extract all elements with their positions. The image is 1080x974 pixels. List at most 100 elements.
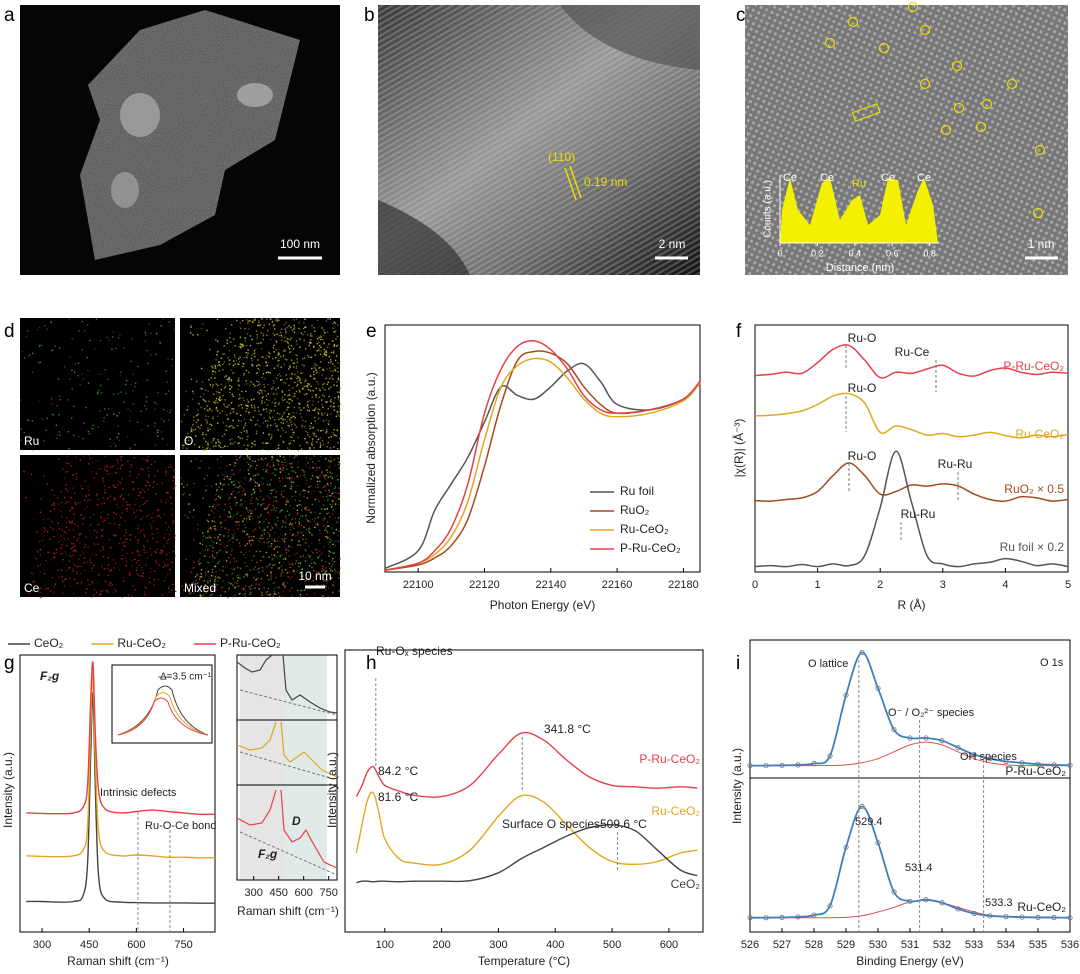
- eds-dot: [173, 470, 176, 473]
- eds-dot: [145, 400, 148, 403]
- eds-dot: [143, 591, 145, 593]
- eds-dot: [223, 476, 226, 478]
- eds-dot: [216, 402, 219, 404]
- eds-dot: [287, 549, 290, 552]
- eds-dot: [203, 586, 205, 589]
- eds-dot: [67, 431, 70, 433]
- eds-dot: [50, 349, 53, 352]
- eds-dot: [51, 577, 53, 579]
- eds-dot: [290, 421, 292, 423]
- eds-dot: [231, 548, 233, 550]
- eds-dot: [246, 333, 248, 335]
- eds-dot: [294, 455, 297, 457]
- eds-dot: [109, 522, 111, 524]
- eds-dot: [150, 332, 152, 335]
- eds-dot: [57, 503, 60, 505]
- eds-dot: [312, 552, 314, 554]
- eds-dot: [227, 378, 230, 380]
- eds-dot: [326, 525, 329, 527]
- eds-dot: [193, 509, 195, 511]
- eds-dot: [318, 460, 320, 462]
- eds-dot: [273, 563, 276, 566]
- eds-dot: [258, 588, 260, 590]
- eds-dot: [78, 534, 80, 536]
- eds-dot: [253, 555, 255, 557]
- eds-dot: [327, 346, 329, 348]
- eds-dot: [167, 585, 170, 587]
- eds-dot: [309, 448, 311, 450]
- eds-dot: [224, 591, 227, 593]
- eds-dot: [231, 481, 234, 484]
- plot-frame: [754, 324, 1069, 573]
- eds-dot: [143, 535, 146, 537]
- eds-dot: [318, 467, 321, 469]
- eds-dot: [248, 542, 251, 544]
- eds-dot: [87, 370, 89, 372]
- eds-dot: [233, 354, 236, 356]
- eds-dot: [284, 348, 286, 351]
- eds-dot: [151, 528, 153, 530]
- eds-dot: [167, 491, 169, 494]
- eds-dot: [297, 466, 299, 468]
- eds-dot: [74, 549, 76, 551]
- eds-dot: [314, 517, 316, 520]
- eds-dot: [287, 561, 290, 563]
- eds-dot: [229, 506, 231, 508]
- eds-dot: [250, 357, 253, 360]
- eds-dot: [79, 542, 81, 544]
- eds-dot: [260, 413, 262, 416]
- eds-dot: [193, 482, 195, 485]
- eds-dot: [299, 412, 301, 415]
- eds-dot: [209, 580, 211, 582]
- eds-dot: [293, 366, 295, 368]
- eds-dot: [234, 587, 236, 589]
- eds-dot: [253, 398, 255, 400]
- eds-dot: [311, 404, 314, 406]
- eds-dot: [315, 435, 317, 437]
- eds-dot: [212, 417, 214, 420]
- eds-dot: [198, 446, 200, 448]
- eds-dot: [69, 554, 71, 557]
- x-tick-label: 526: [741, 939, 759, 951]
- eds-dot: [290, 359, 293, 361]
- eds-dot: [202, 449, 204, 451]
- eds-dot: [239, 577, 241, 579]
- eds-dot: [242, 365, 244, 368]
- eds-dot: [324, 351, 327, 353]
- eds-dot: [103, 417, 105, 419]
- eds-dot: [328, 461, 330, 463]
- eds-dot: [308, 545, 310, 547]
- eds-dot: [292, 564, 294, 566]
- eds-dot: [217, 391, 219, 394]
- eds-dot: [128, 534, 131, 536]
- eds-dot: [116, 415, 119, 417]
- eds-dot: [163, 561, 165, 564]
- eds-dot: [254, 528, 256, 530]
- eds-dot: [250, 465, 252, 467]
- eds-dot: [110, 582, 112, 585]
- eds-dot: [216, 458, 219, 461]
- eds-dot: [117, 467, 119, 469]
- data-point: [747, 762, 753, 769]
- eds-dot: [191, 398, 194, 401]
- eds-dot: [311, 367, 313, 370]
- eds-dot: [121, 596, 123, 599]
- eds-dot: [252, 443, 254, 445]
- eds-dot: [248, 463, 250, 466]
- eds-dot: [249, 455, 252, 458]
- eds-dot: [275, 319, 277, 321]
- eds-dot: [82, 551, 84, 553]
- eds-dot: [278, 373, 280, 375]
- eds-dot: [267, 587, 270, 590]
- x-axis-label: Raman shift (cm⁻¹): [237, 904, 339, 918]
- eds-dot: [300, 589, 302, 592]
- eds-dot: [160, 501, 163, 503]
- eds-dot: [282, 467, 284, 469]
- eds-dot: [293, 326, 296, 328]
- eds-dot: [219, 365, 222, 367]
- eds-dot: [117, 462, 119, 464]
- eds-dot: [81, 581, 83, 583]
- eds-dot: [204, 572, 207, 574]
- eds-dot: [272, 472, 274, 474]
- eds-dot: [289, 455, 291, 457]
